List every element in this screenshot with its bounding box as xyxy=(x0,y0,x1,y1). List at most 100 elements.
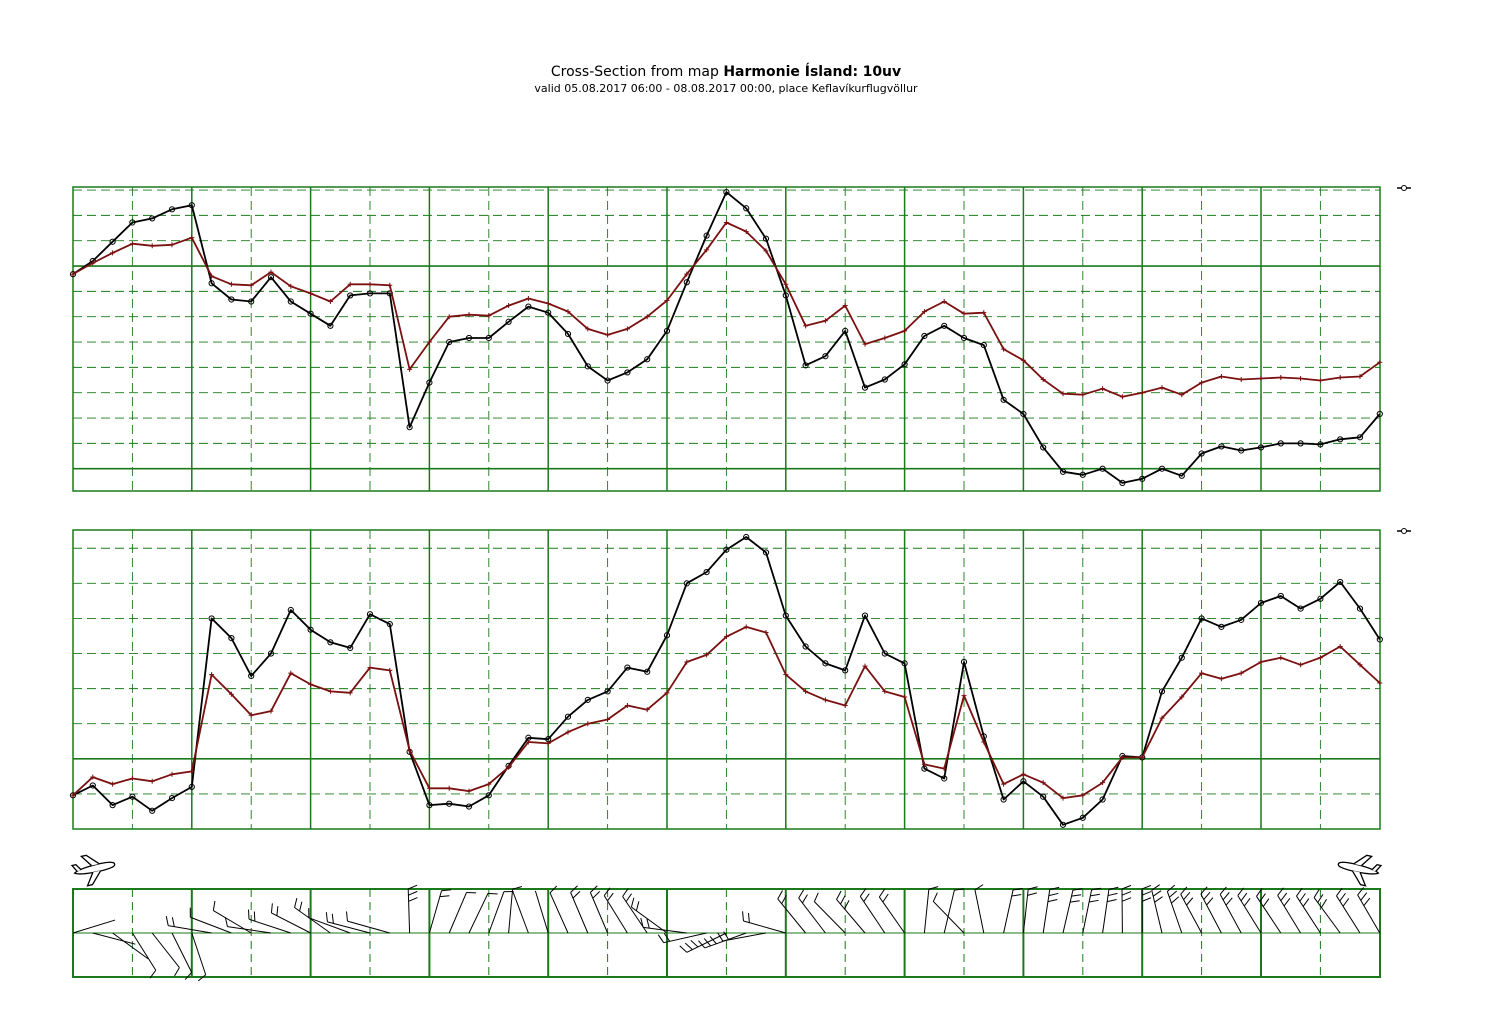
wind-barb-feather xyxy=(1299,893,1306,902)
wind-barb-feather xyxy=(1049,886,1060,890)
wind-barb-feather xyxy=(408,884,418,890)
wind-barb-staff xyxy=(798,897,826,934)
data-point xyxy=(1179,694,1185,700)
wind-barb-feather xyxy=(184,972,193,980)
data-point xyxy=(960,334,968,342)
wind-barb-feather xyxy=(801,894,808,904)
data-point xyxy=(1059,821,1067,828)
wind-barb-feather xyxy=(1203,891,1211,900)
data-point xyxy=(347,644,354,652)
meridional-wind-panel xyxy=(69,185,1411,492)
data-point xyxy=(1080,792,1086,798)
data-point xyxy=(387,667,393,673)
data-point xyxy=(644,314,650,320)
data-point xyxy=(149,243,155,249)
data-point xyxy=(1179,392,1185,398)
data-point xyxy=(921,761,927,767)
wind-barb-feather xyxy=(1012,888,1023,891)
wind-barb-staff xyxy=(603,895,628,934)
data-point xyxy=(1020,410,1027,418)
data-point xyxy=(881,376,888,383)
data-point xyxy=(1337,578,1344,586)
data-point xyxy=(89,782,96,789)
airplane-takeoff-icon xyxy=(70,854,116,887)
data-point xyxy=(149,807,156,814)
data-point xyxy=(703,569,710,576)
data-point xyxy=(1337,375,1343,381)
wind-barb-feather xyxy=(679,945,688,953)
data-point xyxy=(1079,471,1086,478)
data-point xyxy=(228,296,235,303)
wind-barb-feather xyxy=(1339,892,1346,902)
wind-barb-staff xyxy=(407,889,411,934)
data-point xyxy=(1317,441,1324,448)
data-point xyxy=(762,235,770,242)
data-point xyxy=(327,322,334,329)
data-point xyxy=(1079,814,1086,821)
data-point xyxy=(861,612,869,619)
wind-barb-feather xyxy=(212,900,216,911)
data-point xyxy=(366,290,374,297)
data-point xyxy=(248,282,254,288)
wind-barb-feather xyxy=(657,934,665,943)
data-point xyxy=(208,615,215,622)
data-point xyxy=(1060,795,1066,801)
data-point xyxy=(288,670,294,676)
airplane-landing-icon xyxy=(1337,854,1383,887)
data-point xyxy=(465,334,473,342)
wind-barb-staff xyxy=(570,892,589,934)
data-point xyxy=(168,206,176,213)
wind-barb-staff xyxy=(1022,889,1029,934)
wind-barb-feather xyxy=(1243,898,1251,907)
data-point xyxy=(129,219,136,226)
wind-barb-staff xyxy=(631,906,668,934)
data-point xyxy=(1258,659,1264,665)
wind-barb-feather xyxy=(1180,886,1188,895)
data-point xyxy=(327,688,333,694)
data-point xyxy=(624,702,630,708)
data-point xyxy=(189,768,195,774)
wind-barb-feather xyxy=(798,889,805,899)
data-point xyxy=(1158,465,1166,472)
data-point xyxy=(1238,670,1244,676)
data-point xyxy=(1040,444,1047,451)
data-point xyxy=(723,546,730,553)
wind-barb-feather xyxy=(663,933,671,942)
wind-barb-staff xyxy=(227,926,272,934)
data-point xyxy=(268,708,274,714)
data-point xyxy=(822,697,828,703)
wind-barb-feather xyxy=(723,931,730,941)
data-point xyxy=(842,327,849,334)
wind-barb-staff xyxy=(168,925,212,934)
data-point xyxy=(1356,434,1364,441)
data-point xyxy=(941,766,947,772)
data-point xyxy=(426,339,432,345)
data-point xyxy=(1377,680,1383,686)
data-point xyxy=(149,215,156,222)
wind-barb-staff xyxy=(1003,889,1014,934)
wind-barb-feather xyxy=(331,913,334,924)
data-point xyxy=(506,303,512,309)
data-point xyxy=(1119,754,1125,760)
data-point xyxy=(763,248,769,254)
wind-barb-feather xyxy=(592,891,601,899)
airplane-icons xyxy=(70,854,1383,887)
airplane-wing xyxy=(1351,854,1383,887)
wind-barb-staff xyxy=(271,912,311,934)
data-point xyxy=(1357,373,1363,379)
data-point xyxy=(109,238,116,245)
wind-barb-feather xyxy=(1219,886,1227,895)
data-point xyxy=(743,533,750,541)
wind-barb-staff xyxy=(508,889,514,934)
wind-barb-feather xyxy=(1028,886,1038,890)
wind-barb-feather xyxy=(1342,898,1350,907)
data-point xyxy=(1040,780,1046,786)
data-point xyxy=(684,659,690,665)
wind-barb-feather xyxy=(622,888,629,897)
data-point xyxy=(188,783,195,790)
data-point xyxy=(1257,444,1265,451)
data-point xyxy=(347,281,353,287)
wind-barb-feather xyxy=(742,911,744,922)
wind-barb-feather xyxy=(1141,897,1152,902)
data-point xyxy=(902,328,908,334)
